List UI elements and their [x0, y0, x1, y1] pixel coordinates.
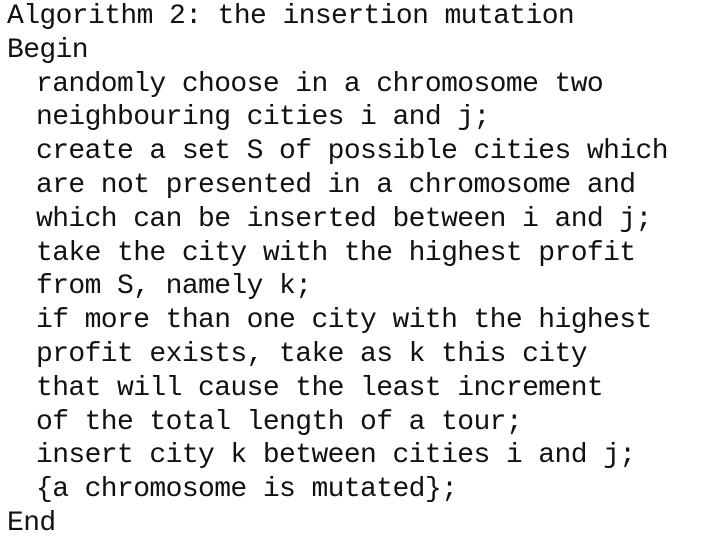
algorithm-step: that will cause the least increment	[36, 372, 604, 404]
algorithm-step: profit exists, take as k this city	[36, 338, 588, 370]
end-keyword: End	[7, 507, 56, 539]
algorithm-step: of the total length of a tour;	[36, 406, 523, 438]
algorithm-step: which can be inserted between i and j;	[36, 203, 652, 235]
algorithm-step: take the city with the highest profit	[36, 237, 636, 269]
algorithm-step: create a set S of possible cities which	[36, 136, 669, 168]
algorithm-step: neighbouring cities i and j;	[36, 102, 490, 134]
algorithm-step: if more than one city with the highest	[36, 305, 652, 337]
algorithm-title: Algorithm 2: the insertion mutation	[7, 1, 575, 32]
algorithm-step: {a chromosome is mutated};	[36, 474, 458, 506]
algorithm-listing: Algorithm 2: the insertion mutation Begi…	[7, 0, 701, 541]
begin-keyword: Begin	[7, 34, 89, 66]
algorithm-step: from S, namely k;	[36, 271, 312, 303]
algorithm-step: are not presented in a chromosome and	[36, 169, 636, 201]
algorithm-step: insert city k between cities i and j;	[36, 440, 636, 472]
algorithm-step: randomly choose in a chromosome two	[36, 68, 604, 100]
